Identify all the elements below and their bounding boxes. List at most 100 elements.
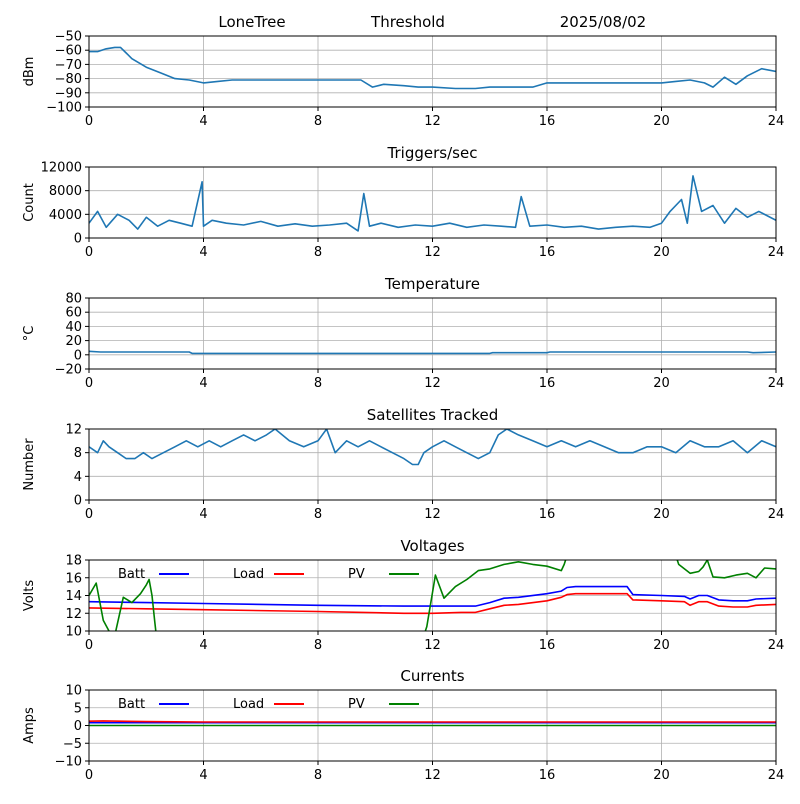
- x-tick-label: 16: [539, 376, 556, 391]
- x-tick-label: 24: [768, 376, 785, 391]
- x-tick-label: 20: [653, 245, 670, 260]
- x-tick-label: 0: [85, 245, 93, 260]
- x-tick-label: 16: [539, 507, 556, 522]
- x-tick-label: 0: [85, 376, 93, 391]
- y-tick-label: 0: [74, 348, 82, 363]
- y-tick-label: 14: [65, 589, 82, 604]
- legend-label-pv: PV: [348, 567, 365, 582]
- currents-panel: 0 4 8 12 16 20 24 −10 −5 0 5 10 Amps Currents Batt Load…: [22, 667, 784, 783]
- x-tick-label: 24: [768, 768, 785, 783]
- threshold-panel: 0 4 8 12 16 20 24 −100−90−80−70−60−50 dBm: [22, 30, 784, 130]
- currents-series-line-load: [89, 720, 776, 723]
- x-tick-label: 4: [199, 376, 207, 391]
- voltages-y-axis-label: Volts: [22, 580, 37, 612]
- date-label: 2025/08/02: [560, 13, 646, 31]
- x-tick-label: 0: [85, 114, 93, 129]
- x-tick-label: 12: [424, 638, 441, 653]
- y-tick-label: 12: [65, 607, 82, 622]
- temperature-y-axis-label: °C: [22, 326, 37, 342]
- x-tick-label: 4: [199, 638, 207, 653]
- voltages-panel: 0 4 8 12 16 20 24 10 12 14 16 18 Volts Voltages Batt Lo…: [22, 537, 784, 653]
- temperature-series-line: [89, 350, 776, 355]
- x-tick-label: 4: [199, 768, 207, 783]
- y-tick-label: 12000: [41, 161, 82, 176]
- x-tick-label: 8: [314, 768, 322, 783]
- temperature-title: Temperature: [384, 275, 480, 293]
- x-tick-label: 0: [85, 638, 93, 653]
- y-tick-label: 8: [74, 446, 82, 461]
- x-tick-label: 24: [768, 507, 785, 522]
- x-tick-label: 12: [424, 507, 441, 522]
- x-tick-label: 0: [85, 507, 93, 522]
- voltages-title: Voltages: [400, 537, 464, 555]
- voltages-series-line-load: [89, 592, 776, 615]
- x-tick-label: 20: [653, 638, 670, 653]
- x-tick-label: 20: [653, 768, 670, 783]
- x-tick-label: 8: [314, 114, 322, 129]
- y-tick-label: −90: [55, 86, 82, 101]
- satellites-title: Satellites Tracked: [367, 406, 498, 424]
- y-tick-label: 60: [65, 306, 82, 321]
- legend-label-batt: Batt: [118, 697, 145, 712]
- x-tick-label: 16: [539, 114, 556, 129]
- legend-label-load: Load: [233, 697, 264, 712]
- x-tick-label: 8: [314, 245, 322, 260]
- y-tick-label: −20: [55, 363, 82, 378]
- x-tick-label: 4: [199, 245, 207, 260]
- currents-y-axis-label: Amps: [22, 707, 37, 744]
- x-tick-label: 24: [768, 245, 785, 260]
- legend-label-pv: PV: [348, 697, 365, 712]
- x-tick-label: 20: [653, 507, 670, 522]
- y-tick-label: 0: [74, 494, 82, 509]
- y-tick-label: 8000: [49, 184, 82, 199]
- legend-label-load: Load: [233, 567, 264, 582]
- triggers-title: Triggers/sec: [387, 144, 478, 162]
- x-tick-label: 12: [424, 768, 441, 783]
- x-tick-label: 16: [539, 245, 556, 260]
- y-tick-label: 10: [65, 625, 82, 640]
- x-tick-label: 20: [653, 376, 670, 391]
- y-tick-label: −5: [63, 737, 82, 752]
- x-tick-label: 8: [314, 638, 322, 653]
- y-tick-label: 5: [74, 701, 82, 716]
- y-tick-label: −80: [55, 72, 82, 87]
- x-tick-label: 12: [424, 245, 441, 260]
- y-tick-label: −60: [55, 44, 82, 59]
- y-tick-label: 4: [74, 470, 82, 485]
- mode-label: Threshold: [370, 13, 445, 31]
- satellites-y-axis-label: Number: [22, 438, 37, 491]
- legend-label-batt: Batt: [118, 567, 145, 582]
- figure-header: LoneTree Threshold 2025/08/02: [218, 13, 646, 31]
- y-tick-label: 12: [65, 423, 82, 438]
- y-tick-label: 4000: [49, 208, 82, 223]
- x-tick-label: 20: [653, 114, 670, 129]
- threshold-series-line: [89, 46, 776, 90]
- voltages-series-line-pv: [89, 560, 776, 631]
- y-tick-label: 0: [74, 232, 82, 247]
- y-tick-label: 18: [65, 554, 82, 569]
- y-tick-label: −10: [55, 755, 82, 770]
- threshold-y-axis-label: dBm: [22, 57, 37, 87]
- y-tick-label: 40: [65, 320, 82, 335]
- x-tick-label: 12: [424, 376, 441, 391]
- site-name: LoneTree: [218, 13, 285, 31]
- satellites-series-line: [89, 429, 776, 466]
- x-tick-label: 16: [539, 638, 556, 653]
- x-tick-label: 12: [424, 114, 441, 129]
- x-tick-label: 4: [199, 507, 207, 522]
- y-tick-label: −100: [46, 101, 82, 116]
- y-tick-label: −70: [55, 58, 82, 73]
- y-tick-label: 80: [65, 292, 82, 307]
- triggers-y-axis-label: Count: [22, 183, 37, 222]
- currents-title: Currents: [400, 667, 464, 685]
- x-tick-label: 8: [314, 376, 322, 391]
- triggers-panel: 0 4 8 12 16 20 24 0 4000 8000 12000 Count Triggers/s…: [22, 144, 784, 260]
- y-tick-label: 10: [65, 684, 82, 699]
- triggers-series-line: [89, 175, 776, 232]
- voltages-series-line-batt: [89, 585, 776, 607]
- y-tick-label: 16: [65, 571, 82, 586]
- x-tick-label: 4: [199, 114, 207, 129]
- y-tick-label: 0: [74, 719, 82, 734]
